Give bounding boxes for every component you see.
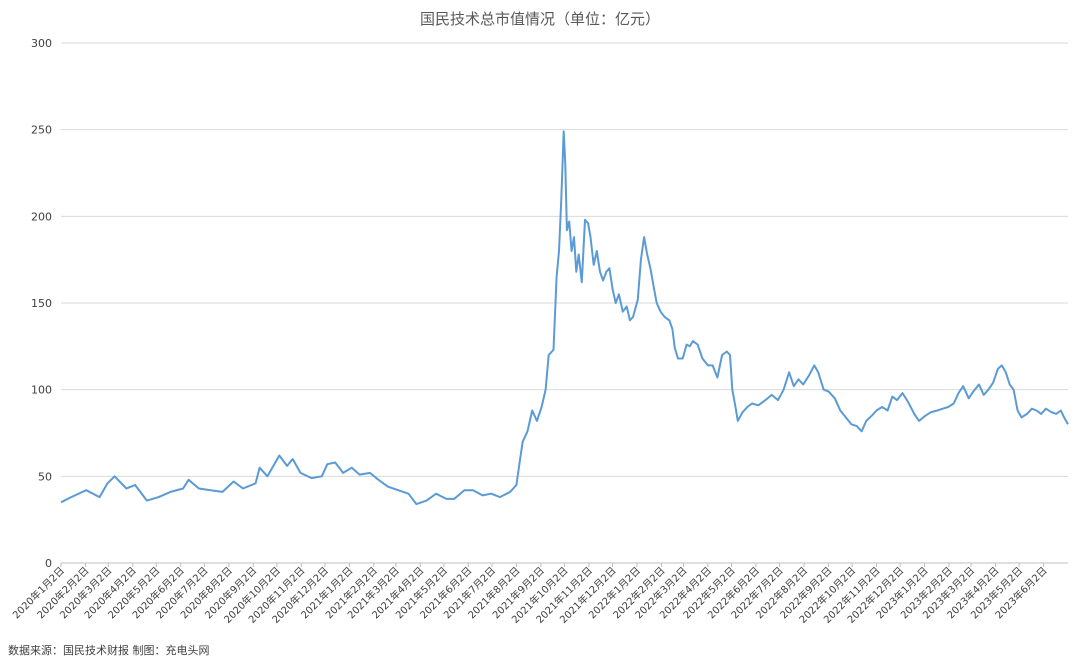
y-tick-label: 100: [31, 384, 52, 397]
chart-title: 国民技术总市值情况（单位：亿元）: [420, 10, 660, 28]
y-tick-label: 250: [31, 124, 52, 137]
x-axis-ticks: 2020年1月2日2020年2月2日2020年3月2日2020年4月2日2020…: [10, 563, 1050, 626]
y-tick-label: 200: [31, 210, 52, 223]
y-tick-label: 300: [31, 37, 52, 50]
y-tick-label: 150: [31, 297, 52, 310]
y-axis-ticks: 0 50 100 150 200 250 300: [31, 37, 52, 570]
y-tick-label: 50: [38, 470, 52, 483]
source-note: 数据来源：国民技术财报 制图：充电头网: [8, 643, 210, 657]
y-tick-label: 0: [45, 557, 52, 570]
series-line: [60, 130, 1069, 506]
grid-lines: [61, 42, 1068, 477]
